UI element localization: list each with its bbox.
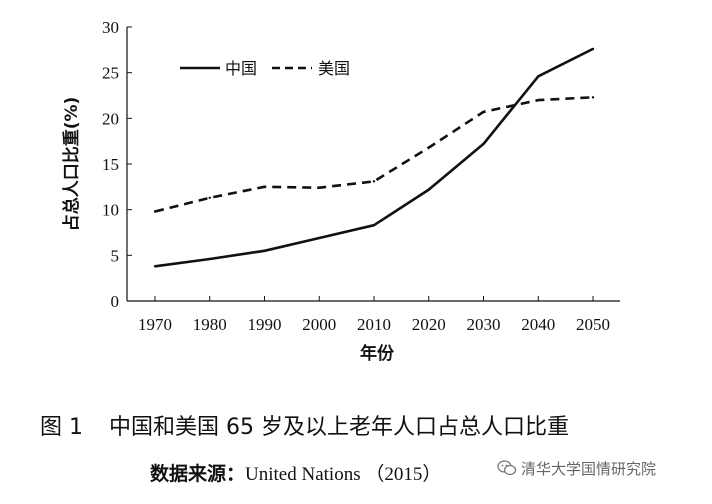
series-0-point	[372, 223, 376, 227]
x-tick-label: 1980	[193, 315, 227, 334]
y-tick-label: 5	[111, 246, 120, 265]
legend-label-1: 美国	[318, 59, 350, 78]
series-1-point	[591, 96, 595, 99]
series-1-point	[427, 146, 430, 149]
series-line-1	[154, 96, 594, 213]
chart-series	[153, 47, 595, 268]
x-tick-label: 2010	[357, 315, 391, 334]
series-0-point	[591, 47, 595, 51]
series-1-point	[263, 185, 266, 189]
series-0-point	[208, 257, 211, 261]
x-tick-label: 2050	[576, 315, 610, 334]
chart-legend: 中国 美国	[180, 59, 350, 78]
figure-title: 中国和美国 65 岁及以上老年人口占总人口比重	[109, 415, 569, 440]
y-tick-label: 30	[102, 18, 119, 37]
x-axis-ticks: 1970 1980 1990 2000 2010 2020 2030 2040 2050	[138, 296, 610, 334]
x-tick-label: 2030	[467, 315, 501, 334]
source-line: 数据来源：United Nations （2015）	[150, 459, 441, 486]
series-1-point	[153, 210, 157, 213]
series-0-point	[318, 236, 321, 240]
y-tick-label: 20	[102, 109, 119, 128]
figure-caption: 图 1 中国和美国 65 岁及以上老年人口占总人口比重	[40, 409, 569, 441]
watermark-text: 清华大学国情研究院	[521, 460, 657, 478]
series-0-point	[263, 249, 266, 252]
y-tick-label: 25	[102, 64, 119, 83]
x-tick-label: 1990	[248, 315, 282, 334]
series-0-point	[153, 265, 157, 268]
wechat-icon	[497, 460, 517, 476]
legend-label-0: 中国	[225, 59, 257, 78]
figure-number: 图 1	[40, 415, 83, 440]
series-0-point	[537, 75, 540, 78]
source-label: 数据来源：	[150, 463, 246, 485]
x-tick-label: 2020	[412, 315, 446, 334]
x-tick-label: 2000	[302, 315, 336, 334]
y-axis-ticks: 0 5 10 15 20 25 30	[102, 18, 132, 311]
x-axis-title: 年份	[360, 343, 395, 364]
y-tick-label: 15	[102, 155, 119, 174]
series-line-0	[154, 47, 594, 268]
series-1-point	[537, 98, 540, 102]
x-tick-label: 1970	[138, 315, 172, 334]
series-0-point	[482, 142, 485, 146]
series-1-point	[372, 180, 376, 183]
y-tick-label: 0	[111, 292, 120, 311]
series-1-point	[482, 110, 485, 114]
watermark: 清华大学国情研究院	[497, 458, 656, 479]
source-value: United Nations （2015）	[245, 464, 442, 485]
y-tick-label: 10	[102, 201, 119, 220]
x-tick-label: 2040	[521, 315, 555, 334]
series-1-point	[318, 186, 321, 189]
series-1-point	[208, 196, 211, 199]
y-axis-title: 占总人口比重(%)	[61, 97, 82, 232]
series-0-point	[427, 188, 430, 191]
line-chart: 0 5 10 15 20 25 30 1970 1980 1990 2000 2010 2020 203…	[61, 18, 620, 364]
